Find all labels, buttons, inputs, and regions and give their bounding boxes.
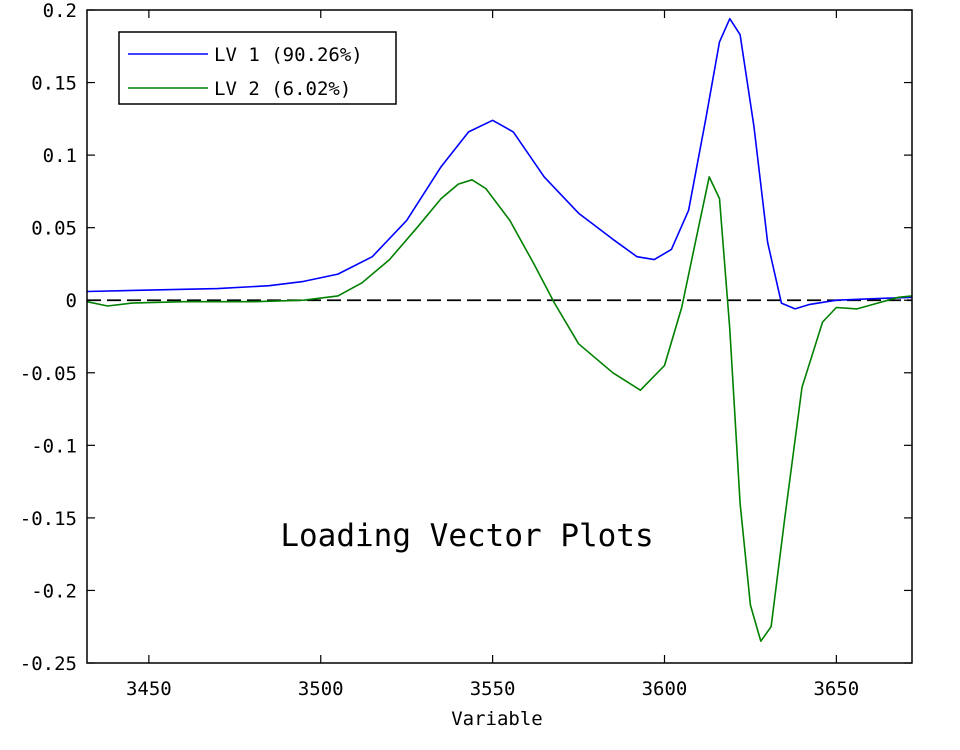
x-tick-label: 3600: [642, 678, 688, 700]
y-tick-label: 0.2: [43, 0, 77, 22]
x-axis-label: Variable: [451, 708, 543, 730]
y-tick-label: -0.05: [20, 363, 77, 385]
series-line-lv1: [86, 17, 913, 310]
legend: LV 1 (90.26%) LV 2 (6.02%): [118, 31, 397, 105]
chart-annotation: Loading Vector Plots: [280, 518, 653, 554]
x-tick-label: 3500: [298, 678, 344, 700]
y-tick-label: -0.25: [20, 653, 77, 675]
legend-label-lv1: LV 1 (90.26%): [214, 44, 363, 66]
x-tick-label: 3550: [470, 678, 516, 700]
x-tick-label: 3650: [813, 678, 859, 700]
series-line-lv2: [86, 176, 913, 643]
y-tick-label: -0.15: [20, 508, 77, 530]
y-tick-label: -0.1: [31, 435, 77, 457]
y-tick-label: -0.2: [31, 580, 77, 602]
legend-label-lv2: LV 2 (6.02%): [214, 78, 351, 100]
plot-area: [87, 10, 912, 663]
y-tick-label: 0: [66, 290, 77, 312]
legend-box: [118, 31, 397, 105]
plot-frame: [86, 9, 913, 664]
y-tick-label: 0.05: [31, 218, 77, 240]
y-tick-label: 0.1: [43, 145, 77, 167]
x-tick-label: 3450: [126, 678, 172, 700]
y-tick-label: 0.15: [31, 73, 77, 95]
